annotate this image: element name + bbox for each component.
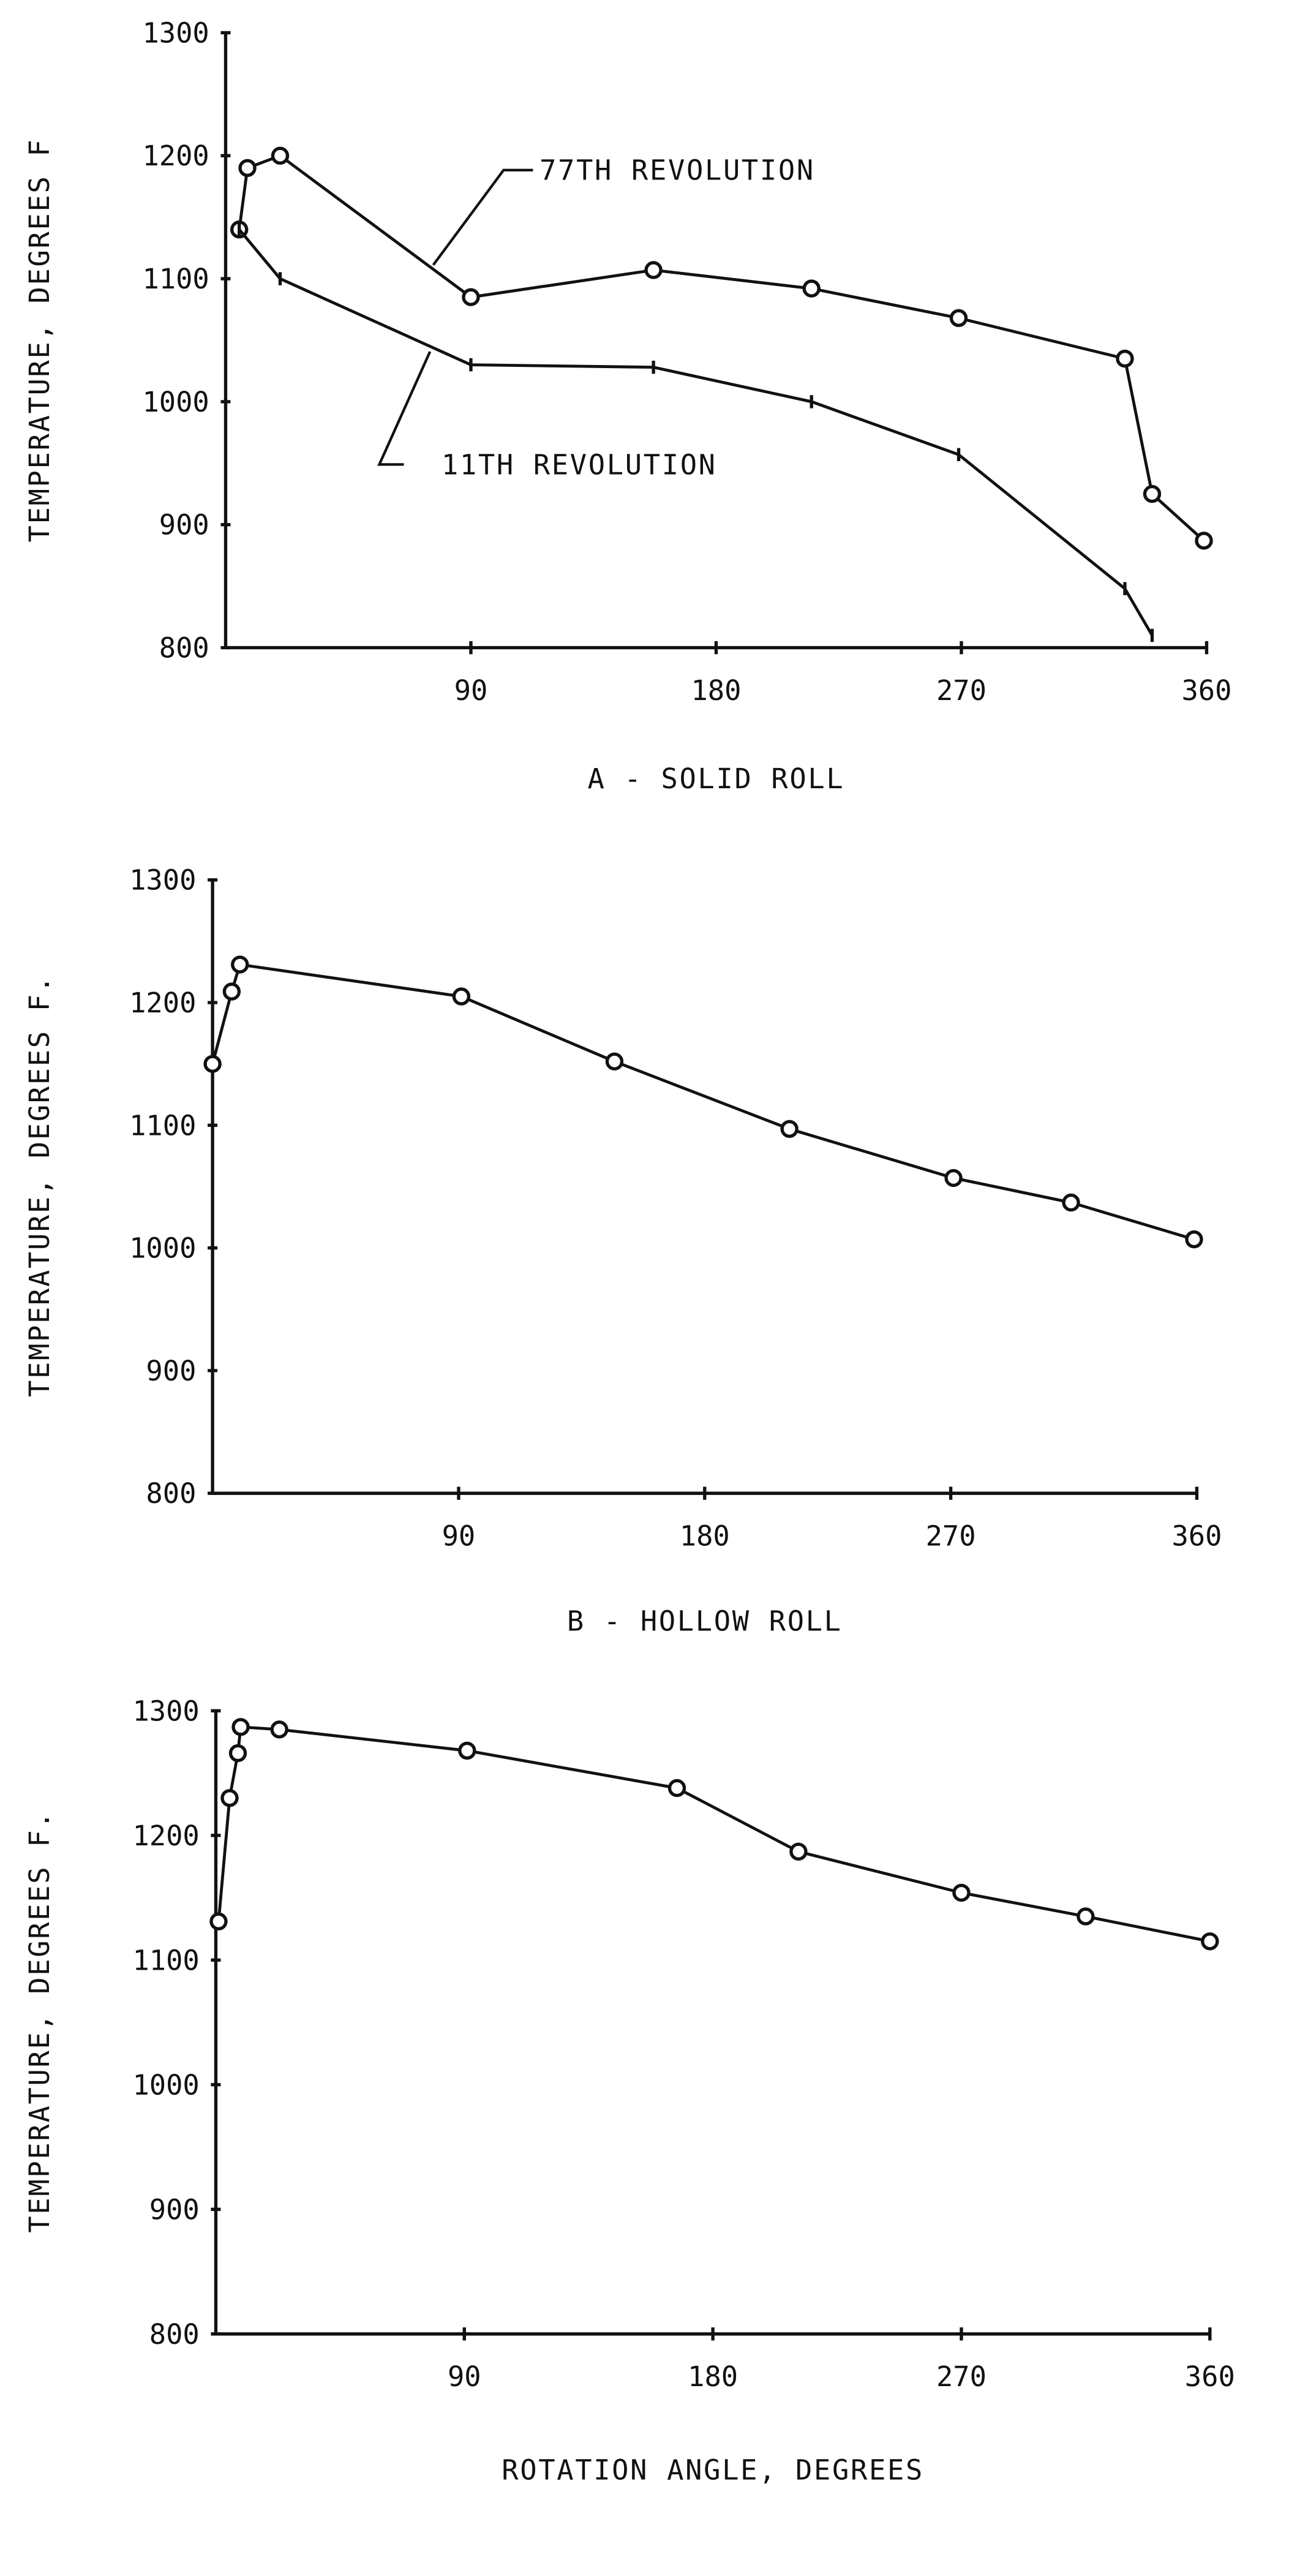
data-point (1201, 1932, 1219, 1951)
x-tick-label: 270 (936, 674, 987, 707)
x-tick-label: 360 (1185, 2360, 1235, 2393)
data-point (789, 1842, 808, 1861)
data-point (1195, 532, 1213, 550)
chart-title: A - SOLID ROLL (588, 763, 845, 795)
data-point (220, 1789, 239, 1807)
y-axis-label: TEMPERATURE, DEGREES F. (23, 974, 56, 1397)
data-point (209, 1912, 228, 1930)
data-point (228, 1744, 247, 1763)
x-tick-label: 270 (926, 1520, 976, 1553)
data-point (952, 1883, 971, 1902)
data-point (644, 261, 663, 279)
series-line (238, 154, 1205, 542)
data-point (1116, 349, 1134, 368)
y-tick-label: 1300 (129, 864, 196, 897)
y-tick-label: 900 (146, 1355, 196, 1387)
x-tick-label: 90 (448, 2360, 481, 2393)
data-point (1185, 1230, 1203, 1249)
series-annotation: 11TH REVOLUTION (442, 448, 717, 481)
data-point (802, 279, 821, 298)
y-axis-label: TEMPERATURE, DEGREES F (23, 138, 56, 543)
y-tick-label: 900 (149, 2193, 200, 2226)
x-tick-label: 360 (1171, 1520, 1222, 1553)
y-tick-label: 1100 (132, 1944, 199, 1976)
series-line (238, 228, 1154, 636)
series-line (211, 963, 1195, 1241)
x-tick-label: 180 (680, 1520, 730, 1553)
x-tick-label: 180 (688, 2360, 738, 2393)
x-tick-label: 180 (691, 674, 741, 707)
data-point (667, 1779, 686, 1798)
data-point (452, 987, 471, 1006)
data-point (271, 146, 290, 165)
data-point (1062, 1193, 1080, 1212)
data-point (605, 1052, 624, 1071)
y-tick-label: 1000 (132, 2069, 199, 2101)
series-line (217, 1725, 1211, 1943)
series-annotation: 77TH REVOLUTION (539, 154, 815, 187)
chart-title: B - HOLLOW ROLL (567, 1605, 843, 1637)
data-point (780, 1120, 799, 1138)
data-point (949, 309, 968, 327)
data-point (944, 1169, 963, 1188)
y-tick-label: 1100 (142, 263, 209, 295)
data-point (231, 1718, 250, 1736)
chart-a: 800 900 1000 1100 1200 1300 90 180 270 360 TEMPERA… (23, 17, 1231, 795)
y-axis-label: TEMPERATURE, DEGREES F. (23, 1810, 56, 2233)
data-point (1143, 484, 1162, 503)
data-point (270, 1720, 288, 1739)
y-tick-label: 1000 (142, 386, 209, 418)
y-tick-label: 800 (159, 632, 209, 665)
x-tick-label: 90 (442, 1520, 476, 1553)
x-axis-label: ROTATION ANGLE, DEGREES (502, 2454, 924, 2486)
y-tick-label: 800 (146, 1477, 196, 1510)
x-tick-label: 270 (936, 2360, 987, 2393)
y-tick-label: 1200 (129, 987, 196, 1019)
y-tick-label: 1200 (132, 1820, 199, 1852)
y-tick-label: 1300 (132, 1695, 199, 1727)
data-point (203, 1055, 222, 1073)
y-tick-label: 800 (149, 2318, 200, 2351)
data-point (238, 159, 257, 177)
y-tick-label: 900 (159, 509, 209, 541)
data-point (231, 955, 249, 974)
data-point (1077, 1907, 1095, 1926)
y-tick-label: 1200 (142, 140, 209, 172)
y-tick-label: 1000 (129, 1232, 196, 1265)
data-point (462, 288, 480, 306)
chart-c: 800 900 1000 1100 1200 1300 90 180 270 360 TEMPERA… (23, 1695, 1235, 2486)
x-tick-label: 90 (454, 674, 488, 707)
x-tick-label: 360 (1181, 674, 1231, 707)
chart-b: 800 900 1000 1100 1200 1300 90 180 270 360 TEMPERA… (23, 864, 1222, 1638)
annotation-leader (377, 351, 432, 466)
y-tick-label: 1100 (129, 1109, 196, 1142)
data-point (458, 1741, 476, 1760)
annotation-leader (432, 168, 533, 266)
data-point (222, 982, 241, 1001)
y-tick-label: 1300 (142, 17, 209, 49)
